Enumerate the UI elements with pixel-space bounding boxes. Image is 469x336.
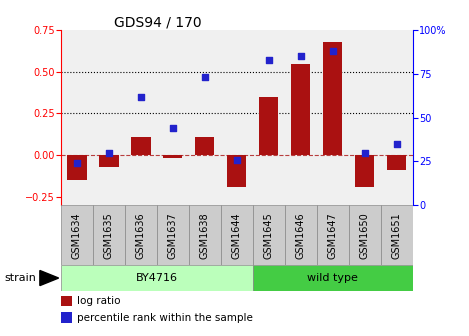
Bar: [93, 205, 125, 265]
Point: [105, 150, 113, 155]
Point: [73, 160, 81, 166]
Text: strain: strain: [5, 273, 37, 283]
Bar: [253, 205, 285, 265]
Text: GSM1637: GSM1637: [168, 212, 178, 259]
Bar: [61, 296, 71, 306]
Bar: [125, 205, 157, 265]
Bar: [61, 312, 71, 323]
Point: [361, 150, 369, 155]
Text: GSM1647: GSM1647: [328, 212, 338, 259]
Bar: [285, 205, 317, 265]
Bar: [163, 155, 182, 158]
Text: BY4716: BY4716: [136, 273, 178, 283]
Bar: [61, 265, 253, 291]
Text: GSM1651: GSM1651: [392, 212, 402, 259]
Point: [137, 94, 144, 99]
Text: GSM1638: GSM1638: [200, 212, 210, 258]
Bar: [61, 205, 93, 265]
Text: GSM1644: GSM1644: [232, 212, 242, 258]
Bar: [317, 205, 349, 265]
Bar: [253, 265, 413, 291]
Bar: [195, 137, 214, 155]
Bar: [131, 137, 151, 155]
Bar: [349, 205, 381, 265]
Point: [265, 57, 272, 62]
Text: GDS94 / 170: GDS94 / 170: [113, 15, 201, 29]
Text: GSM1635: GSM1635: [104, 212, 114, 259]
Point: [169, 125, 177, 131]
Point: [233, 157, 241, 162]
Text: GSM1650: GSM1650: [360, 212, 370, 259]
Bar: [221, 205, 253, 265]
Bar: [355, 155, 374, 187]
Point: [329, 48, 337, 54]
Bar: [387, 155, 406, 170]
Polygon shape: [40, 270, 59, 286]
Bar: [157, 205, 189, 265]
Bar: [189, 205, 221, 265]
Point: [393, 141, 401, 146]
Text: GSM1645: GSM1645: [264, 212, 274, 259]
Point: [297, 54, 304, 59]
Text: wild type: wild type: [307, 273, 358, 283]
Bar: [381, 205, 413, 265]
Text: GSM1636: GSM1636: [136, 212, 146, 258]
Bar: [68, 155, 87, 180]
Bar: [323, 42, 342, 155]
Text: GSM1634: GSM1634: [72, 212, 82, 258]
Bar: [99, 155, 119, 167]
Bar: [259, 97, 279, 155]
Bar: [227, 155, 246, 187]
Bar: [291, 64, 310, 155]
Point: [201, 75, 209, 80]
Text: percentile rank within the sample: percentile rank within the sample: [77, 312, 253, 323]
Text: GSM1646: GSM1646: [296, 212, 306, 258]
Text: log ratio: log ratio: [77, 296, 121, 306]
